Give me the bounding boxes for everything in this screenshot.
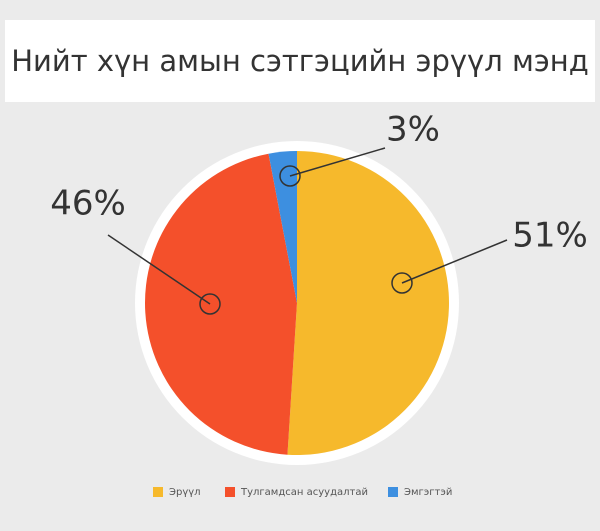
legend-label: Эмгэгтэй [404,487,452,498]
legend-swatch [388,487,398,497]
callout-marker [199,293,221,315]
legend-swatch [225,487,235,497]
data-label: 51% [512,216,588,256]
data-label: 3% [386,110,440,150]
title-box [5,20,595,102]
callout-line [107,234,211,305]
callout-line [401,239,508,284]
pie-slice [144,153,297,455]
legend-label: Эрүүл [169,487,201,498]
pie-slice [287,151,449,455]
data-label: 46% [50,184,126,224]
pie-slice [268,151,297,303]
chart-title: Нийт хүн амын сэтгэцийн эрүүл мэнд [11,44,589,78]
legend-swatch [153,487,163,497]
legend-label: Тулгамдсан асуудалтай [240,487,368,498]
callout-marker [391,272,413,294]
callout-marker [279,165,301,187]
callout-line [289,147,386,177]
